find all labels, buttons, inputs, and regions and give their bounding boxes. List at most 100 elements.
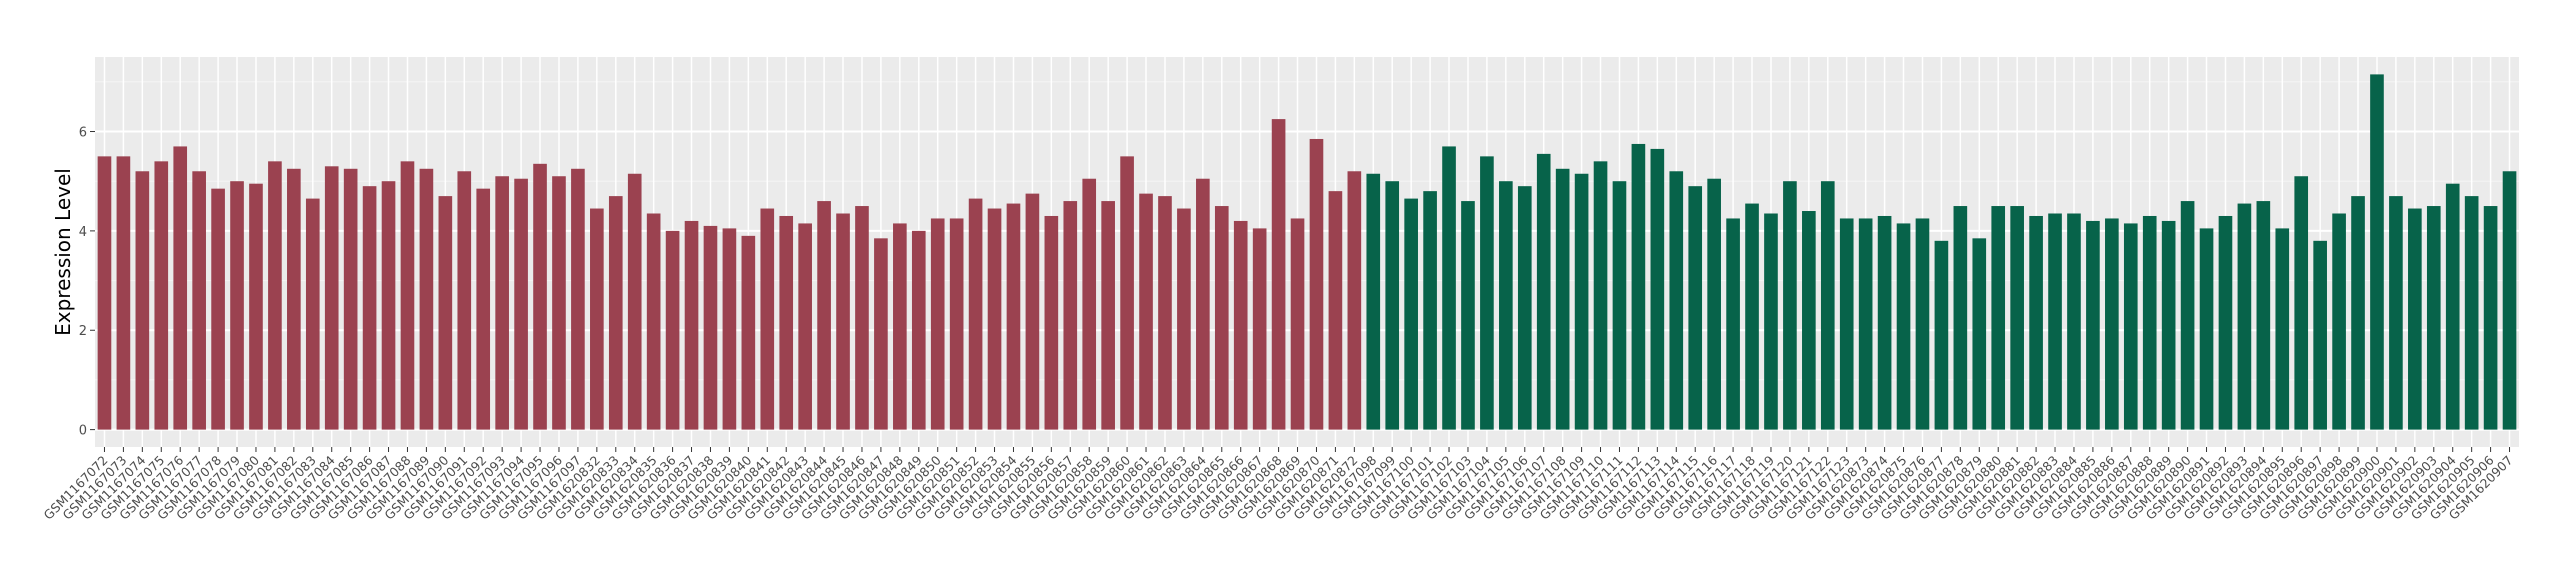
bar [1328, 191, 1343, 430]
bar [2294, 176, 2309, 430]
bar [1726, 218, 1740, 430]
bar [1555, 168, 1570, 430]
bar [665, 230, 680, 430]
bar [2313, 240, 2327, 430]
bar [684, 220, 699, 430]
bar [1442, 146, 1456, 430]
bar [438, 196, 453, 430]
bar [362, 186, 377, 430]
bar [627, 173, 642, 430]
bar [1252, 228, 1267, 430]
bar [343, 168, 358, 430]
y-tick-label: 4 [79, 225, 87, 240]
bar [2067, 213, 2081, 430]
bar [741, 235, 756, 430]
bar [1385, 181, 1400, 430]
bar [1593, 161, 1608, 430]
bar [1858, 218, 1873, 430]
bar [1745, 203, 1759, 430]
bar [2237, 203, 2252, 430]
bar [2464, 196, 2479, 430]
bar [779, 215, 794, 430]
bar [1802, 211, 1816, 430]
bar [1101, 201, 1115, 430]
bar [1233, 220, 1248, 430]
bar [2408, 208, 2422, 430]
y-tick-label: 2 [79, 324, 87, 339]
bar [305, 198, 320, 430]
bar [230, 181, 244, 430]
bar [2029, 215, 2043, 430]
bar [590, 208, 604, 430]
bar [1290, 218, 1305, 430]
bar [2199, 228, 2214, 430]
bar [949, 218, 964, 430]
bar [97, 156, 112, 430]
bar [817, 201, 831, 430]
bar [836, 213, 850, 430]
bar [1082, 178, 1097, 430]
bar [533, 163, 547, 430]
bar [608, 196, 623, 430]
bar [116, 156, 131, 430]
bar [1461, 201, 1475, 430]
bar [514, 178, 528, 430]
y-axis-label: Expression Level [51, 168, 75, 336]
bar [2351, 196, 2365, 430]
bar [1499, 181, 1513, 430]
bar [495, 176, 509, 430]
bar [2142, 215, 2157, 430]
bar [1347, 171, 1362, 430]
bar [1877, 215, 1892, 430]
bar [1423, 191, 1437, 430]
bar [646, 213, 661, 430]
bar [268, 161, 282, 430]
bar [1972, 238, 1987, 430]
bar [552, 176, 566, 430]
bar [1177, 208, 1191, 430]
bar [1063, 201, 1078, 430]
bar [1025, 193, 1040, 430]
bar [1707, 178, 1721, 430]
bar [154, 161, 169, 430]
bar [173, 146, 188, 430]
bar [2275, 228, 2290, 430]
bar [287, 168, 301, 430]
bar [855, 206, 869, 430]
bar [1991, 206, 2006, 430]
bar [192, 171, 206, 430]
bar [2256, 201, 2271, 430]
bar [324, 166, 339, 430]
bar [893, 223, 907, 430]
bar [1366, 173, 1381, 430]
bar [1158, 196, 1172, 430]
bar [2161, 220, 2176, 430]
bar [457, 171, 472, 430]
bar [2332, 213, 2346, 430]
bar [249, 183, 263, 430]
bar [968, 198, 983, 430]
bar [1631, 143, 1646, 430]
bar [1517, 186, 1532, 430]
bar [987, 208, 1002, 430]
bar [1044, 215, 1059, 430]
bar [2389, 196, 2403, 430]
bar [1006, 203, 1021, 430]
bar [1934, 240, 1949, 430]
bar [1120, 156, 1134, 430]
bar [1688, 186, 1703, 430]
bar [1896, 223, 1911, 430]
bar [211, 188, 225, 430]
bar [930, 218, 945, 430]
bar [571, 168, 585, 430]
bar [1820, 181, 1835, 430]
bar [1196, 178, 1210, 430]
bar [1139, 193, 1153, 430]
bar [2180, 201, 2195, 430]
bar [2502, 171, 2517, 430]
bar [1404, 198, 1418, 430]
bar [400, 161, 415, 430]
bar [1214, 206, 1229, 430]
bar [722, 228, 737, 430]
bar [1839, 218, 1854, 430]
